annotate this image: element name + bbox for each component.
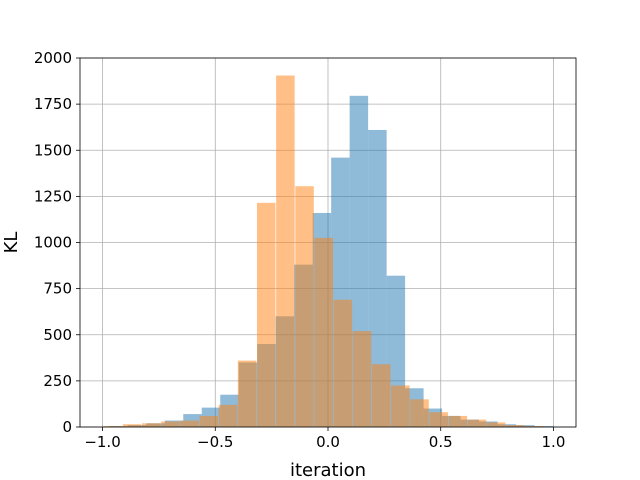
histogram-bar-series-2 bbox=[506, 425, 525, 427]
y-tick-label: 1250 bbox=[34, 187, 72, 205]
histogram-bar-series-2 bbox=[352, 331, 372, 427]
histogram-bar-series-2 bbox=[429, 412, 448, 427]
x-tick-label: 1.0 bbox=[542, 433, 566, 451]
histogram-bar-series-2 bbox=[237, 360, 257, 427]
y-tick-label: 750 bbox=[43, 280, 72, 298]
histogram-bar-series-2 bbox=[295, 186, 314, 427]
y-tick-label: 1500 bbox=[34, 141, 72, 159]
axis-ticks: −1.0 −0.5 0.0 0.5 1.0 0 250 500 750 1000 1250 1500 1… bbox=[34, 49, 566, 451]
histogram-bar-series-2 bbox=[103, 426, 123, 427]
x-tick-label: 0.0 bbox=[316, 433, 340, 451]
x-tick-label: −1.0 bbox=[84, 433, 120, 451]
histogram-bar-series-2 bbox=[161, 421, 180, 427]
y-tick-label: 2000 bbox=[34, 49, 72, 67]
y-tick-label: 1000 bbox=[34, 234, 72, 252]
histogram-bar-series-2 bbox=[391, 385, 410, 427]
histogram-bar-series-2 bbox=[314, 237, 333, 427]
histogram-bar-series-1 bbox=[534, 426, 554, 427]
y-tick-label: 500 bbox=[43, 326, 72, 344]
x-axis-label: iteration bbox=[290, 460, 366, 480]
y-axis-label: KL bbox=[1, 232, 22, 254]
histogram-bars bbox=[103, 75, 554, 427]
histogram-bar-series-2 bbox=[448, 415, 468, 427]
histogram-bar-series-2 bbox=[142, 423, 161, 427]
x-tick-label: 0.5 bbox=[429, 433, 453, 451]
histogram-bar-series-2 bbox=[525, 426, 544, 427]
histogram-bar-series-2 bbox=[467, 419, 487, 427]
histogram-bar-series-2 bbox=[486, 422, 506, 427]
histogram-bar-series-2 bbox=[410, 399, 429, 427]
histogram-bar-series-2 bbox=[218, 404, 238, 427]
y-tick-label: 1750 bbox=[34, 95, 72, 113]
histogram-bar-series-2 bbox=[256, 202, 276, 427]
histogram-bar-series-2 bbox=[122, 424, 142, 427]
histogram-bar-series-2 bbox=[333, 299, 353, 427]
histogram-bar-series-2 bbox=[199, 415, 218, 427]
x-tick-label: −0.5 bbox=[197, 433, 233, 451]
histogram-bar-series-1 bbox=[368, 129, 387, 427]
y-tick-label: 0 bbox=[62, 418, 72, 436]
histogram-bar-series-2 bbox=[276, 75, 295, 427]
y-tick-label: 250 bbox=[43, 372, 72, 390]
histogram-bar-series-2 bbox=[371, 364, 391, 427]
histogram-bar-series-2 bbox=[180, 420, 199, 427]
